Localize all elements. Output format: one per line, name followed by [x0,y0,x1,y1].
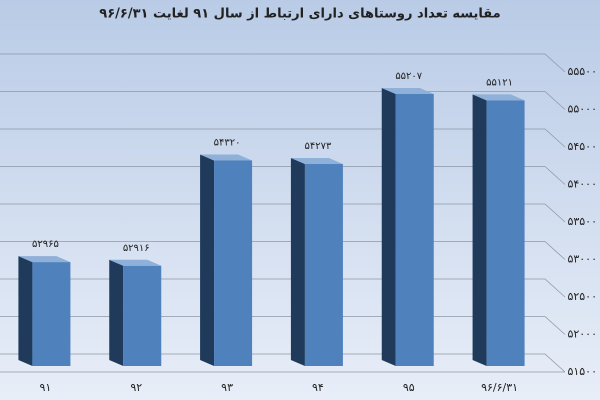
x-tick-label: ۹۶/۶/۳۱ [481,381,518,394]
value-label: ۵۵۲۰۷ [395,71,422,82]
y-tick-label: ۵۱۵۰۰ [567,365,597,378]
grid-line [0,203,566,223]
bar-side [109,259,124,366]
bar [486,100,525,367]
bar-top [290,158,343,165]
y-tick-label: ۵۳۰۰۰ [567,253,597,266]
chart-title: مقایسه تعداد روستاهای دارای ارتباط از سا… [99,7,500,22]
grid-line [0,316,566,335]
y-tick-label: ۵۴۰۰۰ [567,178,597,191]
bar-side [381,87,396,366]
y-tick-label: ۵۵۵۰۰ [567,65,597,78]
bar [123,265,162,366]
grid-line [0,166,566,185]
bar [214,160,253,366]
bar-top [381,87,434,94]
y-tick-label: ۵۵۰۰۰ [567,103,597,116]
value-label: ۵۴۳۲۰ [214,138,241,149]
bar-top [109,259,162,266]
y-tick-label: ۵۲۵۰۰ [567,290,597,303]
x-tick-label: ۹۲ [130,381,142,394]
x-tick-label: ۹۱ [40,381,52,394]
grid-line [0,278,566,298]
y-tick-label: ۵۴۵۰۰ [567,140,597,153]
bar [32,262,71,366]
grid-line [0,128,566,148]
bar-side [290,158,305,366]
bar-side [18,256,33,366]
x-tick-label: ۹۳ [221,381,233,394]
x-tick-label: ۹۵ [403,381,415,394]
bar-top [200,154,253,161]
y-tick-label: ۵۲۰۰۰ [567,328,597,341]
bar-side [200,154,215,366]
x-tick-label: ۹۴ [312,381,324,394]
grid-line [0,91,566,110]
y-tick-label: ۵۳۵۰۰ [567,215,597,228]
bar-side [472,94,487,367]
grid-line [0,53,566,73]
grid-line [0,241,566,260]
bar-top [18,256,71,263]
bar-top [472,94,525,101]
value-label: ۵۲۹۶۵ [32,239,59,250]
bar [304,164,343,366]
value-label: ۵۲۹۱۶ [123,243,150,254]
grid-line [0,353,566,373]
value-label: ۵۵۱۲۱ [486,77,513,88]
value-label: ۵۴۲۷۳ [304,141,331,152]
bar [395,93,434,366]
